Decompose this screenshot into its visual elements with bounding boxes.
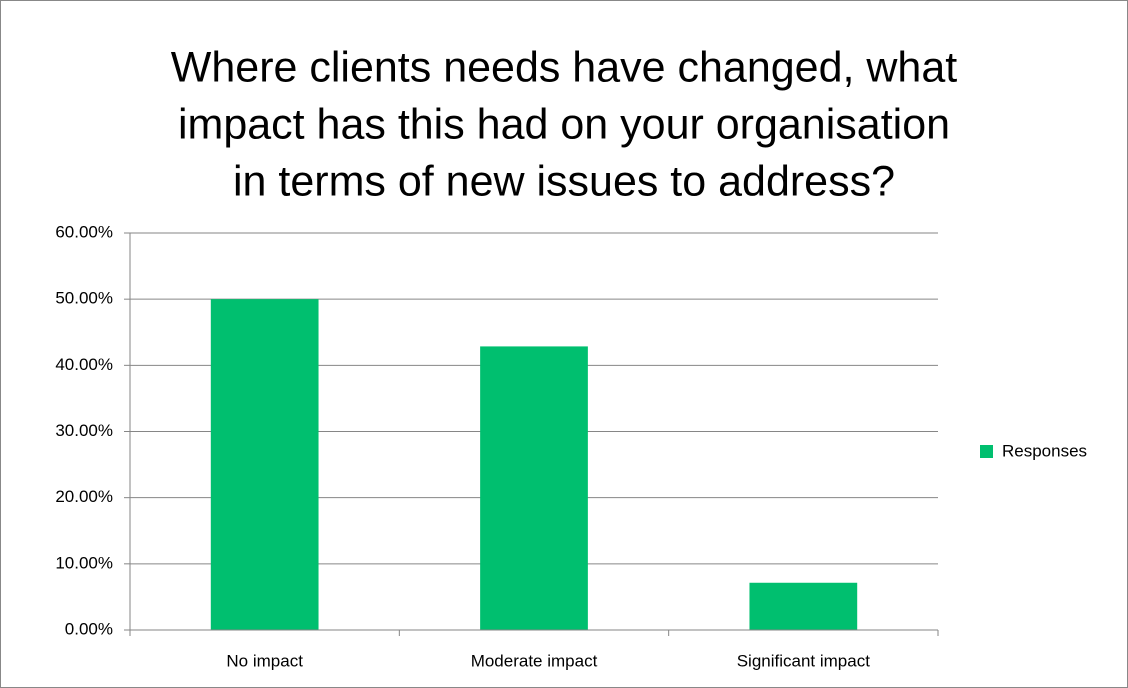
bar — [210, 299, 319, 630]
chart-title: in terms of new issues to address? — [233, 157, 895, 205]
y-tick-label: 40.00% — [55, 355, 113, 374]
y-tick-label: 20.00% — [55, 487, 113, 506]
chart-title: impact has this had on your organisation — [178, 100, 950, 148]
x-tick-label: Significant impact — [737, 651, 871, 670]
y-tick-label: 10.00% — [55, 553, 113, 572]
bar — [749, 582, 858, 630]
y-tick-label: 50.00% — [55, 289, 113, 308]
y-tick-label: 0.00% — [65, 619, 113, 638]
x-tick-label: Moderate impact — [471, 651, 598, 670]
legend-swatch — [980, 445, 993, 458]
bar — [480, 346, 588, 630]
x-tick-label: No impact — [226, 651, 303, 670]
y-tick-label: 30.00% — [55, 421, 113, 440]
legend-label: Responses — [1002, 441, 1087, 460]
chart-title: Where clients needs have changed, what — [171, 43, 957, 91]
y-tick-label: 60.00% — [55, 222, 113, 241]
